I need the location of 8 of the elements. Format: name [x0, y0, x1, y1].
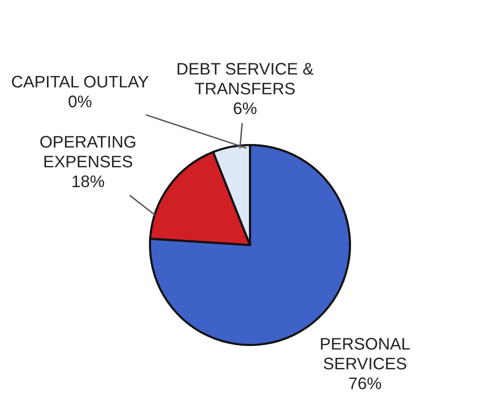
data-label: 76% [349, 377, 382, 390]
slice-label: OPERATING EXPENSES [40, 136, 136, 168]
data-label: 18% [72, 175, 104, 188]
slice-label: DEBT SERVICE & TRANSFERS [178, 62, 314, 94]
data-label: 6% [234, 102, 256, 114]
slice-label: PERSONAL SERVICES [320, 338, 410, 370]
text: 0% [68, 96, 92, 108]
category-label: CAPITAL OUTLAY [12, 76, 148, 88]
